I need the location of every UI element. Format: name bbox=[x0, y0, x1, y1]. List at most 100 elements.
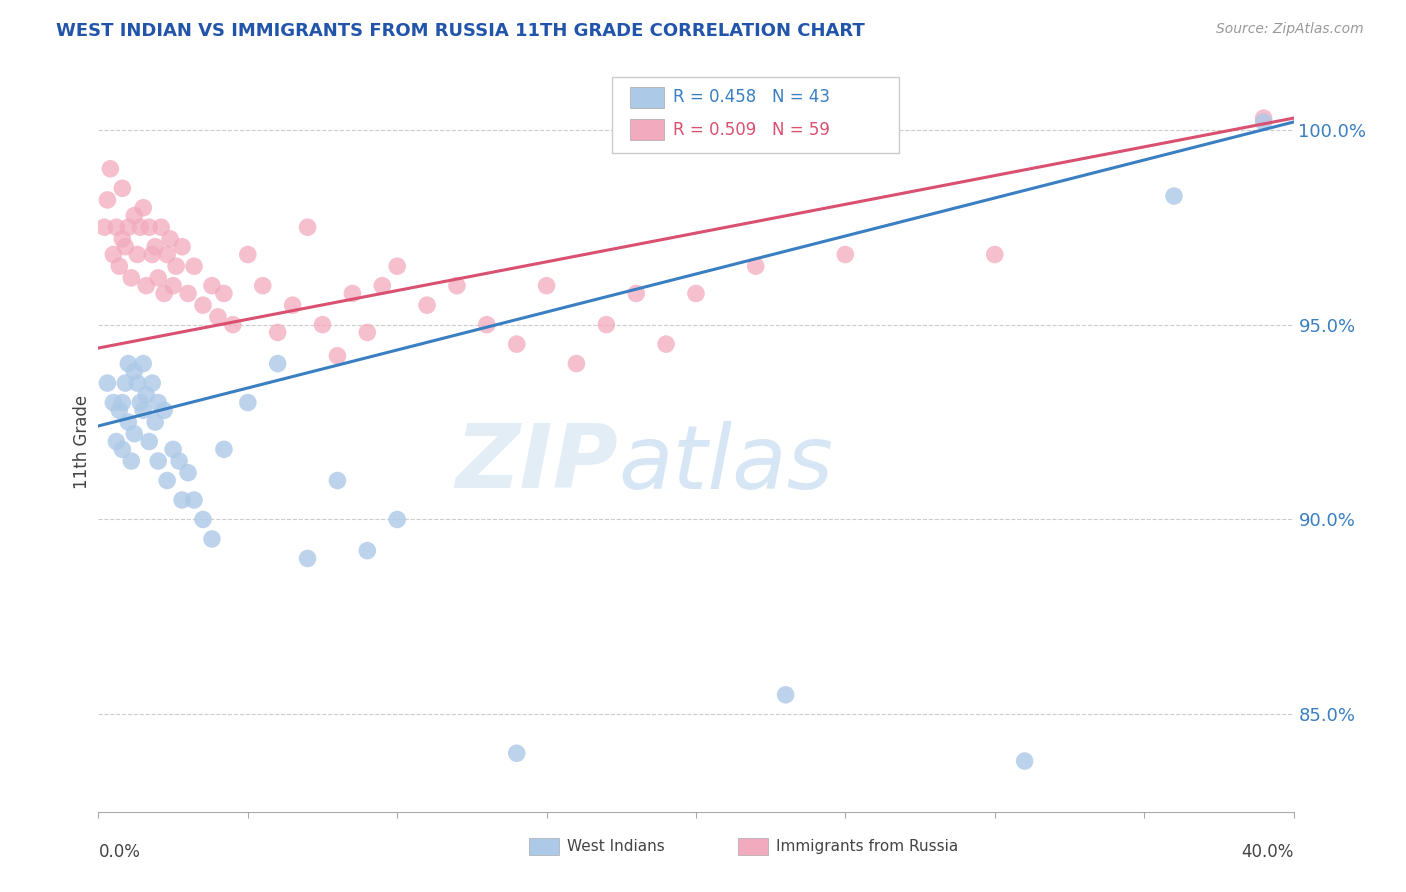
Point bbox=[127, 376, 149, 390]
Point bbox=[326, 474, 349, 488]
Point bbox=[371, 278, 394, 293]
Point bbox=[475, 318, 498, 332]
Point bbox=[143, 415, 166, 429]
Text: 0.0%: 0.0% bbox=[98, 843, 141, 861]
Point bbox=[595, 318, 617, 332]
Text: Source: ZipAtlas.com: Source: ZipAtlas.com bbox=[1216, 22, 1364, 37]
Point bbox=[117, 357, 139, 371]
Point bbox=[138, 434, 160, 449]
Point bbox=[124, 426, 146, 441]
Y-axis label: 11th Grade: 11th Grade bbox=[73, 394, 91, 489]
Point bbox=[96, 376, 118, 390]
Point bbox=[385, 512, 409, 526]
Point bbox=[153, 286, 176, 301]
Point bbox=[201, 532, 224, 546]
Point bbox=[745, 259, 768, 273]
Point bbox=[212, 286, 235, 301]
Point bbox=[105, 434, 128, 449]
Point bbox=[162, 442, 184, 457]
Point bbox=[129, 395, 152, 409]
Point bbox=[148, 395, 170, 409]
Point bbox=[172, 493, 194, 508]
Point bbox=[108, 259, 131, 273]
Point bbox=[342, 286, 364, 301]
Point bbox=[506, 746, 529, 760]
Text: ZIP: ZIP bbox=[456, 420, 619, 508]
Point bbox=[93, 220, 115, 235]
Point bbox=[506, 337, 529, 351]
Point bbox=[172, 240, 194, 254]
Point bbox=[167, 454, 190, 468]
Point bbox=[96, 193, 118, 207]
Point bbox=[626, 286, 648, 301]
Point bbox=[267, 326, 290, 340]
Point bbox=[222, 318, 245, 332]
Point bbox=[114, 240, 136, 254]
Point bbox=[201, 278, 224, 293]
Point bbox=[416, 298, 439, 312]
FancyBboxPatch shape bbox=[630, 120, 664, 140]
Point bbox=[124, 209, 146, 223]
Point bbox=[281, 298, 304, 312]
Point bbox=[148, 454, 170, 468]
Point bbox=[103, 247, 125, 261]
Point bbox=[177, 466, 200, 480]
Point bbox=[297, 220, 319, 235]
Point bbox=[385, 259, 409, 273]
Point bbox=[138, 220, 160, 235]
Point bbox=[191, 298, 214, 312]
Point bbox=[132, 403, 155, 417]
Point bbox=[775, 688, 797, 702]
Point bbox=[127, 247, 149, 261]
Point bbox=[111, 442, 134, 457]
Point bbox=[212, 442, 235, 457]
Point bbox=[105, 220, 128, 235]
FancyBboxPatch shape bbox=[738, 838, 768, 855]
Point bbox=[143, 240, 166, 254]
Point bbox=[120, 454, 142, 468]
Point bbox=[834, 247, 856, 261]
Point bbox=[183, 259, 205, 273]
Text: 40.0%: 40.0% bbox=[1241, 843, 1294, 861]
Point bbox=[117, 220, 139, 235]
Point bbox=[1163, 189, 1185, 203]
Point bbox=[132, 357, 155, 371]
Point bbox=[108, 403, 131, 417]
Point bbox=[1014, 754, 1036, 768]
Point bbox=[135, 278, 157, 293]
Point bbox=[1253, 111, 1275, 125]
Point bbox=[132, 201, 155, 215]
FancyBboxPatch shape bbox=[613, 77, 900, 153]
Point bbox=[207, 310, 229, 324]
Point bbox=[267, 357, 290, 371]
Point bbox=[120, 271, 142, 285]
Point bbox=[162, 278, 184, 293]
FancyBboxPatch shape bbox=[630, 87, 664, 108]
Point bbox=[356, 543, 378, 558]
Point bbox=[111, 232, 134, 246]
Point bbox=[150, 220, 173, 235]
Point bbox=[156, 247, 179, 261]
Text: WEST INDIAN VS IMMIGRANTS FROM RUSSIA 11TH GRADE CORRELATION CHART: WEST INDIAN VS IMMIGRANTS FROM RUSSIA 11… bbox=[56, 22, 865, 40]
Point bbox=[114, 376, 136, 390]
Point bbox=[446, 278, 468, 293]
FancyBboxPatch shape bbox=[529, 838, 558, 855]
Point bbox=[129, 220, 152, 235]
Point bbox=[156, 474, 179, 488]
Text: Immigrants from Russia: Immigrants from Russia bbox=[776, 839, 959, 854]
Point bbox=[655, 337, 678, 351]
Point bbox=[111, 395, 134, 409]
Point bbox=[236, 247, 259, 261]
Point bbox=[177, 286, 200, 301]
Point bbox=[326, 349, 349, 363]
Point bbox=[141, 247, 163, 261]
Point bbox=[141, 376, 163, 390]
Point bbox=[252, 278, 274, 293]
Text: atlas: atlas bbox=[619, 421, 834, 507]
Point bbox=[159, 232, 181, 246]
Point bbox=[165, 259, 187, 273]
Point bbox=[111, 181, 134, 195]
Point bbox=[117, 415, 139, 429]
Point bbox=[236, 395, 259, 409]
Point bbox=[565, 357, 588, 371]
